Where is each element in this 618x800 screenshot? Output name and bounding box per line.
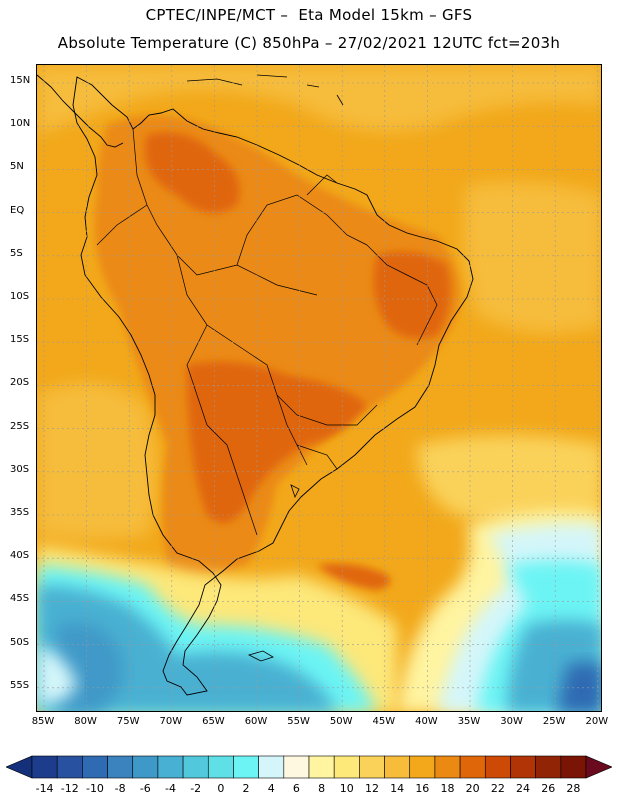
lat-tick-label: 10S — [10, 291, 30, 302]
colorbar-swatch — [510, 755, 536, 779]
lat-tick-label: EQ — [10, 204, 25, 216]
colorbar-tick-label: 18 — [440, 782, 455, 795]
lagoa-dos-patos — [290, 484, 300, 499]
field-satlantic-cool-5 — [557, 662, 601, 711]
lat-tick-label: 5S — [10, 247, 23, 259]
colorbar-tick-label: 4 — [267, 782, 275, 795]
lon-tick-label: 80W — [74, 716, 97, 727]
field-continent-warm — [94, 115, 460, 575]
colorbar-swatch — [459, 755, 486, 779]
colorbar-swatch — [132, 755, 159, 779]
colorbar-tick-label: 22 — [490, 782, 505, 795]
colorbar-swatch — [535, 755, 562, 779]
field-band-pacific-light — [37, 382, 157, 540]
colorbar-swatch — [560, 755, 587, 779]
colorbar-tick-label: 14 — [390, 782, 405, 795]
colorbar-tick-label: 12 — [364, 782, 379, 795]
lon-tick-label: 50W — [329, 716, 353, 727]
colorbar-tick-label: 10 — [339, 782, 354, 795]
lat-tick-label: 55S — [10, 679, 30, 691]
lat-tick-label: 20S — [10, 377, 30, 389]
map-title-line-1: CPTEC/INPE/MCT – Eta Model 15km – GFS — [145, 6, 473, 24]
lon-tick-label: 65W — [202, 716, 225, 727]
field-south-pale — [37, 645, 77, 705]
colorbar-tick-label: -12 — [60, 782, 79, 795]
coastline-central-america — [37, 74, 124, 148]
lat-tick-label: 15N — [10, 75, 31, 86]
colorbar-tick-label: -10 — [85, 782, 104, 795]
colorbar-tick-label: 0 — [217, 782, 225, 795]
lon-tick-label: 40W — [415, 716, 438, 727]
colorbar-swatch — [157, 755, 184, 779]
colorbar-swatch — [207, 755, 234, 779]
lat-tick-label: 50S — [10, 636, 30, 648]
colorbar-swatch — [484, 755, 511, 779]
colorbar-swatch — [434, 755, 461, 779]
field-continent-hot — [145, 132, 240, 213]
colorbar-tick-label: 26 — [541, 782, 556, 795]
lon-tick-label: 25W — [542, 716, 566, 727]
colorbar-swatch — [333, 755, 360, 779]
lat-tick-label: 10N — [10, 118, 31, 130]
colorbar-tick-label: -8 — [114, 782, 126, 795]
colorbar-tick-label: 28 — [566, 782, 581, 795]
colorbar-swatch — [56, 755, 83, 779]
colorbar-under-arrow — [6, 755, 33, 779]
colorbar-swatch — [258, 755, 285, 779]
lat-tick-label: 5N — [10, 161, 24, 173]
lat-tick-label: 45S — [10, 593, 30, 605]
falkland-islands — [247, 650, 274, 662]
colorbar-swatch — [409, 755, 436, 779]
colorbar-tick-label: 20 — [465, 782, 480, 795]
colorbar-tick-label: 16 — [415, 782, 430, 795]
colorbar — [6, 755, 612, 779]
lat-tick-label: 40S — [10, 550, 30, 562]
colorbar-over-arrow — [585, 755, 612, 779]
country-borders — [96, 128, 438, 536]
field-patagonia-hot — [317, 563, 391, 590]
colorbar-tick-label: 8 — [318, 782, 326, 795]
lon-tick-label: 85W — [31, 716, 55, 727]
field-continent-hot-2 — [187, 361, 367, 523]
lon-tick-label: 20W — [585, 716, 609, 727]
colorbar-swatch — [182, 755, 209, 779]
lat-tick-label: 25S — [10, 420, 30, 432]
lat-tick-label: 15S — [10, 334, 30, 346]
lat-lon-grid — [37, 65, 601, 711]
lon-tick-label: 60W — [244, 716, 268, 727]
colorbar-swatch — [31, 755, 58, 779]
lon-tick-label: 35W — [457, 716, 481, 727]
lon-tick-label: 30W — [500, 716, 523, 727]
colorbar-swatch — [107, 755, 134, 779]
temperature-field — [37, 65, 601, 711]
colorbar-tick-label: -6 — [139, 782, 151, 795]
lat-tick-label: 30S — [10, 463, 30, 475]
lon-tick-label: 55W — [287, 716, 310, 727]
colorbar-swatch — [384, 755, 411, 779]
colorbar-swatch — [308, 755, 335, 779]
coastline-south-america — [72, 76, 474, 696]
colorbar-tick-label: -2 — [190, 782, 202, 795]
lon-tick-label: 45W — [372, 716, 396, 727]
field-band-atlantic-light — [417, 435, 601, 529]
map-title-line-2: Absolute Temperature (C) 850hPa – 27/02/… — [57, 34, 561, 52]
colorbar-tick-label: 2 — [242, 782, 250, 795]
lon-tick-label: 70W — [159, 716, 183, 727]
field-band-east-light — [463, 181, 601, 333]
lat-tick-label: 35S — [10, 507, 30, 518]
colorbar-tick-label: -4 — [165, 782, 176, 795]
colorbar-swatch — [233, 755, 259, 779]
lon-tick-label: 75W — [116, 716, 140, 727]
temperature-map — [36, 64, 602, 712]
field-band-north-light — [37, 65, 601, 135]
colorbar-tick-label: 6 — [292, 782, 300, 795]
colorbar-tick-label: -14 — [35, 782, 54, 795]
coastline-caribbean-islands — [186, 74, 344, 106]
colorbar-swatch — [359, 755, 385, 779]
colorbar-swatch — [82, 755, 108, 779]
colorbar-tick-label: 24 — [516, 782, 531, 795]
colorbar-swatch — [283, 755, 310, 779]
